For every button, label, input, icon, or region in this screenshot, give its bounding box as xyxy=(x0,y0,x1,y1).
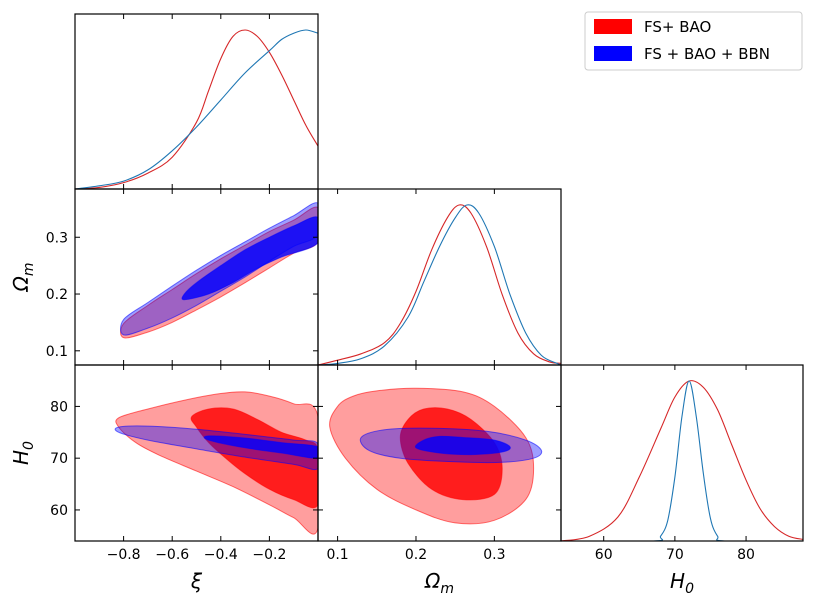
xtick-label-h0-0: 60 xyxy=(595,547,613,563)
ylabel-om-symbol: Ω xyxy=(9,275,33,292)
xlabel-h0-subscript: 0 xyxy=(685,581,694,597)
xtick-label-h0-2: 80 xyxy=(737,547,755,563)
contour-inner-h0_xi-fs-bao xyxy=(190,407,318,509)
marginal-h0-fs-bao xyxy=(561,380,803,541)
ylabel-h0-symbol: H xyxy=(9,450,33,465)
marginal-xi-fs-bao xyxy=(75,29,318,189)
ylabel-h0: H0 xyxy=(9,441,37,465)
ytick-label-om-0: 0.1 xyxy=(46,344,68,360)
marginal-h0-fs-bao-bbn xyxy=(561,380,803,541)
ytick-label-om-2: 0.3 xyxy=(46,230,68,246)
contour-outer-h0_xi-fs-bao-bbn xyxy=(114,425,318,471)
ylabel-h0-subscript: 0 xyxy=(21,441,37,450)
marginal-om-fs-bao-bbn xyxy=(318,204,561,365)
xtick-label-xi-0: −0.8 xyxy=(107,547,141,563)
xlabel-xi-symbol: ξ xyxy=(190,569,203,593)
xtick-label-xi-3: −0.2 xyxy=(252,547,286,563)
xtick-label-om-0: 0.1 xyxy=(326,547,348,563)
xtick-label-xi-2: −0.4 xyxy=(204,547,238,563)
ytick-label-h0-2: 80 xyxy=(50,399,68,415)
marginal-om-fs-bao xyxy=(318,204,561,365)
panel-frame-2-2 xyxy=(560,364,804,542)
xtick-label-om-2: 0.3 xyxy=(483,547,505,563)
legend-swatch-fs-bao xyxy=(594,19,632,34)
contour-inner-h0_xi-fs-bao-bbn xyxy=(203,435,318,459)
legend-swatch-fs-bao-bbn xyxy=(594,46,632,61)
contour-inner-om_xi-fs-bao-bbn xyxy=(181,216,318,301)
panel-frame-0-0 xyxy=(74,13,319,190)
ytick-label-h0-1: 70 xyxy=(50,451,68,467)
xlabel-xi: ξ xyxy=(190,569,203,593)
legend: FS+ BAO FS + BAO + BBN xyxy=(584,11,803,71)
ylabel-om: Ωm xyxy=(9,263,37,293)
contour-inner-h0_om-fs-bao-bbn xyxy=(414,435,511,456)
ylabel-om-subscript: m xyxy=(21,263,37,277)
panel-frame-1-1 xyxy=(317,188,562,366)
xtick-label-om-1: 0.2 xyxy=(405,547,427,563)
legend-label-fs-bao: FS+ BAO xyxy=(644,18,711,36)
xtick-label-xi-1: −0.6 xyxy=(155,547,189,563)
xlabel-om-subscript: m xyxy=(440,581,454,597)
ytick-label-h0-0: 60 xyxy=(50,503,68,519)
marginal-xi-fs-bao-bbn xyxy=(75,29,318,189)
xtick-label-h0-1: 70 xyxy=(666,547,684,563)
legend-frame xyxy=(584,11,803,71)
xlabel-h0: H0 xyxy=(670,569,694,597)
ytick-label-om-1: 0.2 xyxy=(46,287,68,303)
xlabel-om: Ωm xyxy=(424,569,454,597)
xlabel-om-symbol: Ω xyxy=(424,569,441,593)
legend-label-fs-bao-bbn: FS + BAO + BBN xyxy=(644,45,770,63)
xlabel-h0-symbol: H xyxy=(670,569,685,593)
